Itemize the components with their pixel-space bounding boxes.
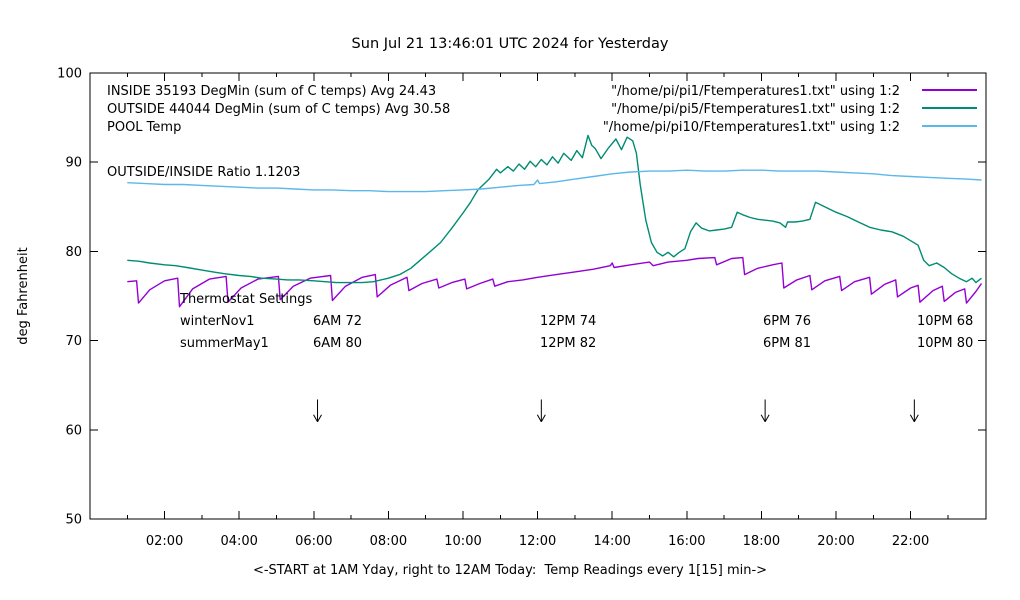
thermostat-summer-6pm: 6PM 81 <box>763 336 812 351</box>
legend-file-outside: "/home/pi/pi5/Ftemperatures1.txt" using … <box>611 102 900 117</box>
thermostat-summer-12pm: 12PM 82 <box>540 336 597 351</box>
y-tick-label: 60 <box>65 423 82 438</box>
y-tick-label: 100 <box>57 67 82 82</box>
x-tick-label: 10:00 <box>444 534 481 549</box>
x-tick-label: 12:00 <box>519 534 556 549</box>
x-tick-label: 16:00 <box>668 534 705 549</box>
x-tick-label: 18:00 <box>743 534 780 549</box>
thermostat-winter-6am: 6AM 72 <box>313 314 363 329</box>
thermostat-winter-10pm: 10PM 68 <box>917 314 974 329</box>
x-tick-label: 08:00 <box>370 534 407 549</box>
legend-label-outside: OUTSIDE 44044 DegMin (sum of C temps) Av… <box>107 102 451 117</box>
chart-title: Sun Jul 21 13:46:01 UTC 2024 for Yesterd… <box>351 36 669 52</box>
thermostat-winter-6pm: 6PM 76 <box>763 314 812 329</box>
thermostat-summer-6am: 6AM 80 <box>313 336 363 351</box>
thermostat-winter-12pm: 12PM 74 <box>540 314 597 329</box>
ratio-annotation: OUTSIDE/INSIDE Ratio 1.1203 <box>107 165 301 180</box>
legend-file-pool: "/home/pi/pi10/Ftemperatures1.txt" using… <box>602 120 900 135</box>
x-tick-label: 02:00 <box>146 534 183 549</box>
thermostat-summer-label: summerMay1 <box>180 336 269 351</box>
y-tick-label: 80 <box>65 245 82 260</box>
schedule-arrow-icon <box>536 399 546 423</box>
series-line-inside <box>127 256 983 308</box>
schedule-arrow-icon <box>909 399 919 423</box>
legend-label-inside: INSIDE 35193 DegMin (sum of C temps) Avg… <box>107 84 437 99</box>
x-tick-label: 20:00 <box>817 534 854 549</box>
thermostat-summer-10pm: 10PM 80 <box>917 336 974 351</box>
y-axis-label: deg Fahrenheit <box>16 247 31 345</box>
y-tick-label: 90 <box>65 156 82 171</box>
series-line-pool <box>127 169 982 193</box>
legend-label-pool: POOL Temp <box>107 120 182 135</box>
schedule-arrow-icon <box>313 399 322 423</box>
series-line-outside <box>127 134 982 284</box>
x-tick-label: 22:00 <box>892 534 929 549</box>
y-tick-label: 50 <box>65 513 82 528</box>
thermostat-winter-label: winterNov1 <box>180 314 255 329</box>
legend-file-inside: "/home/pi/pi1/Ftemperatures1.txt" using … <box>611 84 900 99</box>
x-tick-label: 06:00 <box>295 534 332 549</box>
thermostat-settings-header: Thermostat Settings <box>180 292 313 307</box>
x-tick-label: 14:00 <box>593 534 630 549</box>
x-axis-label: <-START at 1AM Yday, right to 12AM Today… <box>252 563 768 578</box>
y-tick-label: 70 <box>65 334 82 349</box>
x-tick-label: 04:00 <box>220 534 257 549</box>
schedule-arrow-icon <box>760 399 770 423</box>
